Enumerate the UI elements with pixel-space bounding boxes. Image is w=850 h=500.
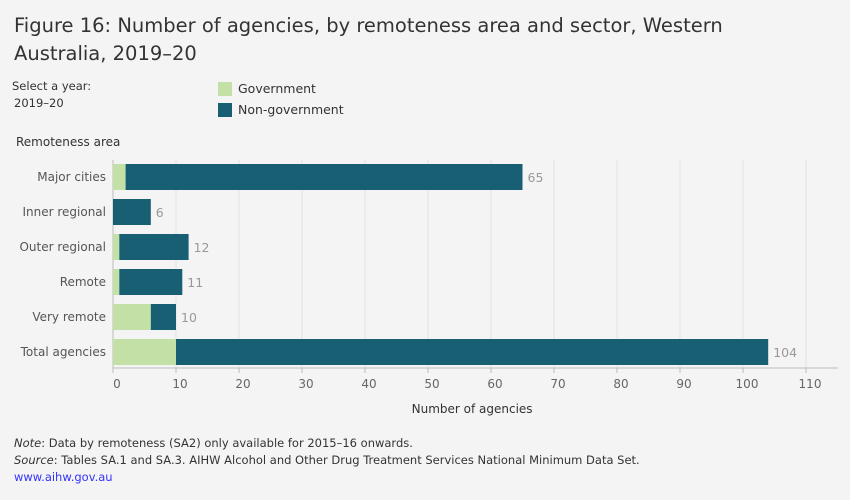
total-label: 6 (156, 205, 164, 220)
bar-government (113, 304, 151, 330)
x-tick-label: 110 (799, 377, 822, 391)
x-tick-label: 70 (550, 377, 565, 391)
legend-label: Non-government (238, 102, 344, 117)
category-label: Total agencies (20, 345, 106, 359)
total-label: 10 (181, 310, 197, 325)
bar-non-government (176, 339, 769, 365)
category-label: Major cities (37, 170, 106, 184)
legend: Government Non-government (218, 78, 344, 120)
x-tick-label: 30 (298, 377, 313, 391)
x-tick-label: 60 (487, 377, 502, 391)
bar-non-government (113, 199, 151, 225)
chart-title: Figure 16: Number of agencies, by remote… (14, 14, 723, 65)
year-filter-select[interactable]: 2019–20 (14, 96, 64, 110)
bar-non-government (125, 164, 523, 190)
category-label: Remote (60, 275, 106, 289)
category-label: Very remote (32, 310, 106, 324)
total-label: 11 (187, 275, 203, 290)
bar-government (113, 269, 120, 295)
footnote-source: Source: Tables SA.1 and SA.3. AIHW Alcoh… (14, 453, 640, 467)
bar-non-government (119, 269, 183, 295)
legend-item-non-government[interactable]: Non-government (218, 99, 344, 120)
year-filter-label: Select a year: (12, 79, 92, 93)
x-tick-label: 50 (424, 377, 439, 391)
bar-government (113, 234, 120, 260)
footnote-note: Note: Data by remoteness (SA2) only avai… (14, 436, 413, 450)
x-tick-label: 40 (361, 377, 376, 391)
legend-item-government[interactable]: Government (218, 78, 344, 99)
x-tick-label: 80 (613, 377, 628, 391)
category-label: Inner regional (22, 205, 106, 219)
x-tick-label: 0 (113, 377, 121, 391)
bar-non-government (150, 304, 176, 330)
legend-swatch-non-government (218, 102, 232, 117)
total-label: 104 (773, 345, 797, 360)
total-label: 12 (194, 240, 210, 255)
bar-government (113, 339, 176, 365)
bar-non-government (119, 234, 189, 260)
bar-chart: 0 10 20 30 40 50 60 70 80 90 100 110 Number of agenc… (19, 160, 838, 416)
category-label: Outer regional (19, 240, 106, 254)
x-tick-label: 10 (172, 377, 187, 391)
x-tick-label: 20 (235, 377, 250, 391)
total-label: 65 (528, 170, 544, 185)
bar-government (113, 164, 126, 190)
y-axis-title: Remoteness area (16, 135, 121, 149)
aihw-link[interactable]: www.aihw.gov.au (14, 470, 113, 484)
legend-label: Government (238, 81, 316, 96)
x-axis-title: Number of agencies (412, 402, 533, 416)
x-tick-label: 90 (676, 377, 691, 391)
legend-swatch-government (218, 81, 232, 96)
x-tick-label: 100 (736, 377, 759, 391)
